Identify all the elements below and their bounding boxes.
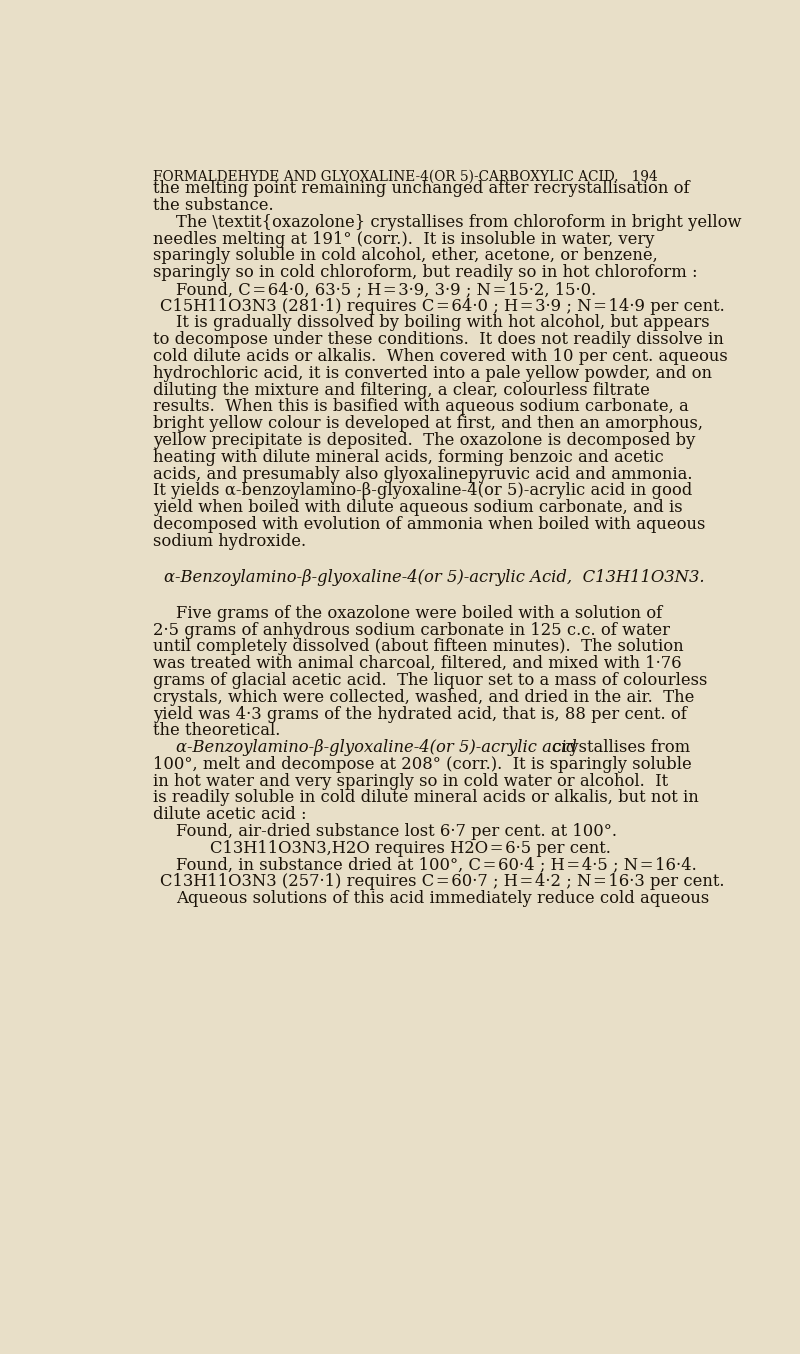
Text: Five grams of the oxazolone were boiled with a solution of: Five grams of the oxazolone were boiled … [176,605,662,621]
Text: yield when boiled with dilute aqueous sodium carbonate, and is: yield when boiled with dilute aqueous so… [153,500,682,516]
Text: α-Benzoylamino-β-glyoxaline-4(or 5)-acrylic Acid,  C13H11O3N3.: α-Benzoylamino-β-glyoxaline-4(or 5)-acry… [164,569,705,586]
Text: sodium hydroxide.: sodium hydroxide. [153,532,306,550]
Text: cold dilute acids or alkalis.  When covered with 10 per cent. aqueous: cold dilute acids or alkalis. When cover… [153,348,727,366]
Text: needles melting at 191° (corr.).  It is insoluble in water, very: needles melting at 191° (corr.). It is i… [153,230,654,248]
Text: is readily soluble in cold dilute mineral acids or alkalis, but not in: is readily soluble in cold dilute minera… [153,789,698,807]
Text: FORMALDEHYDE AND GLYOXALINE-4(OR 5)-CARBOXYLIC ACID.   194: FORMALDEHYDE AND GLYOXALINE-4(OR 5)-CARB… [153,171,658,184]
Text: C13H11O3N3,H2O requires H2O = 6·5 per cent.: C13H11O3N3,H2O requires H2O = 6·5 per ce… [210,839,610,857]
Text: yield was 4·3 grams of the hydrated acid, that is, 88 per cent. of: yield was 4·3 grams of the hydrated acid… [153,705,686,723]
Text: Aqueous solutions of this acid immediately reduce cold aqueous: Aqueous solutions of this acid immediate… [176,890,710,907]
Text: hydrochloric acid, it is converted into a pale yellow powder, and on: hydrochloric acid, it is converted into … [153,364,712,382]
Text: the melting point remaining unchanged after recrystallisation of: the melting point remaining unchanged af… [153,180,690,198]
Text: bright yellow colour is developed at first, and then an amorphous,: bright yellow colour is developed at fir… [153,416,702,432]
Text: It is gradually dissolved by boiling with hot alcohol, but appears: It is gradually dissolved by boiling wit… [176,314,710,332]
Text: 100°, melt and decompose at 208° (corr.).  It is sparingly soluble: 100°, melt and decompose at 208° (corr.)… [153,756,691,773]
Text: It yields α-benzoylamino-β-glyoxaline-4(or 5)-acrylic acid in good: It yields α-benzoylamino-β-glyoxaline-4(… [153,482,692,500]
Text: Found, in substance dried at 100°, C = 60·4 ; H = 4·5 ; N = 16·4.: Found, in substance dried at 100°, C = 6… [176,857,697,873]
Text: to decompose under these conditions.  It does not readily dissolve in: to decompose under these conditions. It … [153,332,723,348]
Text: results.  When this is basified with aqueous sodium carbonate, a: results. When this is basified with aque… [153,398,689,416]
Text: C15H11O3N3 (281·1) requires C = 64·0 ; H = 3·9 ; N = 14·9 per cent.: C15H11O3N3 (281·1) requires C = 64·0 ; H… [160,298,725,314]
Text: sparingly soluble in cold alcohol, ether, acetone, or benzene,: sparingly soluble in cold alcohol, ether… [153,248,658,264]
Text: decomposed with evolution of ammonia when boiled with aqueous: decomposed with evolution of ammonia whe… [153,516,705,533]
Text: crystallises from: crystallises from [547,739,690,756]
Text: α-Benzoylamino-β-glyoxaline-4(or 5)-acrylic acid: α-Benzoylamino-β-glyoxaline-4(or 5)-acry… [176,739,577,756]
Text: until completely dissolved (about fifteen minutes).  The solution: until completely dissolved (about fiftee… [153,639,683,655]
Text: The \textit{oxazolone} crystallises from chloroform in bright yellow: The \textit{oxazolone} crystallises from… [176,214,742,230]
Text: Found, air-dried substance lost 6·7 per cent. at 100°.: Found, air-dried substance lost 6·7 per … [176,823,617,839]
Text: acids, and presumably also glyoxalinepyruvic acid and ammonia.: acids, and presumably also glyoxalinepyr… [153,466,692,482]
Text: in hot water and very sparingly so in cold water or alcohol.  It: in hot water and very sparingly so in co… [153,773,668,789]
Text: the theoretical.: the theoretical. [153,722,280,739]
Text: C13H11O3N3 (257·1) requires C = 60·7 ; H = 4·2 ; N = 16·3 per cent.: C13H11O3N3 (257·1) requires C = 60·7 ; H… [160,873,724,891]
Text: yellow precipitate is deposited.  The oxazolone is decomposed by: yellow precipitate is deposited. The oxa… [153,432,695,450]
Text: was treated with animal charcoal, filtered, and mixed with 1·76: was treated with animal charcoal, filter… [153,655,682,672]
Text: grams of glacial acetic acid.  The liquor set to a mass of colourless: grams of glacial acetic acid. The liquor… [153,672,707,689]
Text: dilute acetic acid :: dilute acetic acid : [153,806,306,823]
Text: heating with dilute mineral acids, forming benzoic and acetic: heating with dilute mineral acids, formi… [153,448,663,466]
Text: the substance.: the substance. [153,196,274,214]
Text: crystals, which were collected, washed, and dried in the air.  The: crystals, which were collected, washed, … [153,689,694,705]
Text: diluting the mixture and filtering, a clear, colourless filtrate: diluting the mixture and filtering, a cl… [153,382,650,398]
Text: Found, C = 64·0, 63·5 ; H = 3·9, 3·9 ; N = 15·2, 15·0.: Found, C = 64·0, 63·5 ; H = 3·9, 3·9 ; N… [176,280,596,298]
Text: 2·5 grams of anhydrous sodium carbonate in 125 c.c. of water: 2·5 grams of anhydrous sodium carbonate … [153,621,670,639]
Text: sparingly so in cold chloroform, but readily so in hot chloroform :: sparingly so in cold chloroform, but rea… [153,264,698,282]
